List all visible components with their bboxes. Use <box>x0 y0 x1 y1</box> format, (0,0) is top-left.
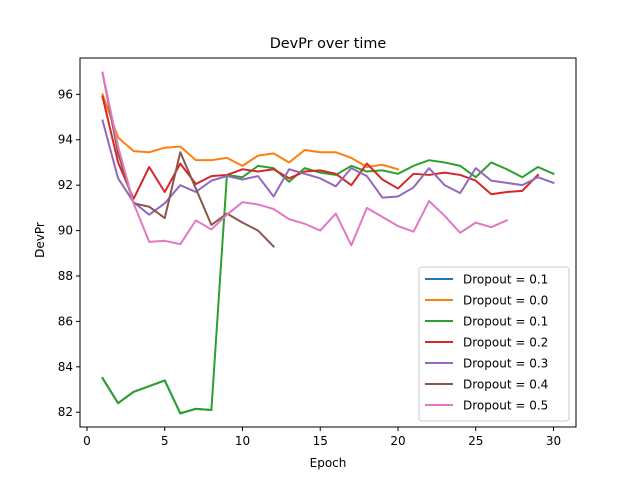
legend-label-4: Dropout = 0.3 <box>463 357 548 371</box>
legend: Dropout = 0.1 Dropout = 0.0 Dropout = 0.1 D… <box>418 266 570 422</box>
y-tick-label: 82 <box>58 405 73 419</box>
y-axis-label: DevPr <box>33 222 47 258</box>
series-line-2 <box>101 159 555 415</box>
axes-frame <box>79 57 577 428</box>
x-tick-label: 15 <box>313 434 328 448</box>
y-tick-label: 96 <box>58 87 73 101</box>
series-line-6 <box>101 71 509 247</box>
legend-label-3: Dropout = 0.2 <box>463 336 548 350</box>
legend-label-5: Dropout = 0.4 <box>463 378 548 392</box>
x-axis-label: Epoch <box>310 456 347 470</box>
series-line-1 <box>101 93 400 171</box>
x-tick-label: 0 <box>83 434 91 448</box>
y-tick-label: 90 <box>58 224 73 238</box>
legend-label-2: Dropout = 0.1 <box>463 315 548 329</box>
y-tick-label: 92 <box>58 178 73 192</box>
x-tick-label: 5 <box>161 434 169 448</box>
legend-label-6: Dropout = 0.5 <box>463 399 548 413</box>
y-tick-label: 86 <box>58 314 73 328</box>
x-tick-label: 30 <box>546 434 561 448</box>
chart-title: DevPr over time <box>270 36 387 52</box>
legend-label-1: Dropout = 0.0 <box>463 294 548 308</box>
legend-label-0: Dropout = 0.1 <box>463 273 548 287</box>
y-axis: 82 84 86 88 90 92 94 96 <box>58 87 80 419</box>
y-tick-label: 84 <box>58 360 73 374</box>
x-axis: 0 5 10 15 20 25 30 <box>83 427 561 448</box>
series-line-4 <box>101 119 555 216</box>
x-tick-label: 20 <box>390 434 405 448</box>
x-tick-label: 10 <box>235 434 250 448</box>
plot-area <box>79 57 577 428</box>
y-tick-label: 94 <box>58 133 73 147</box>
legend-box <box>418 266 570 422</box>
x-tick-label: 25 <box>468 434 483 448</box>
y-tick-label: 88 <box>58 269 73 283</box>
